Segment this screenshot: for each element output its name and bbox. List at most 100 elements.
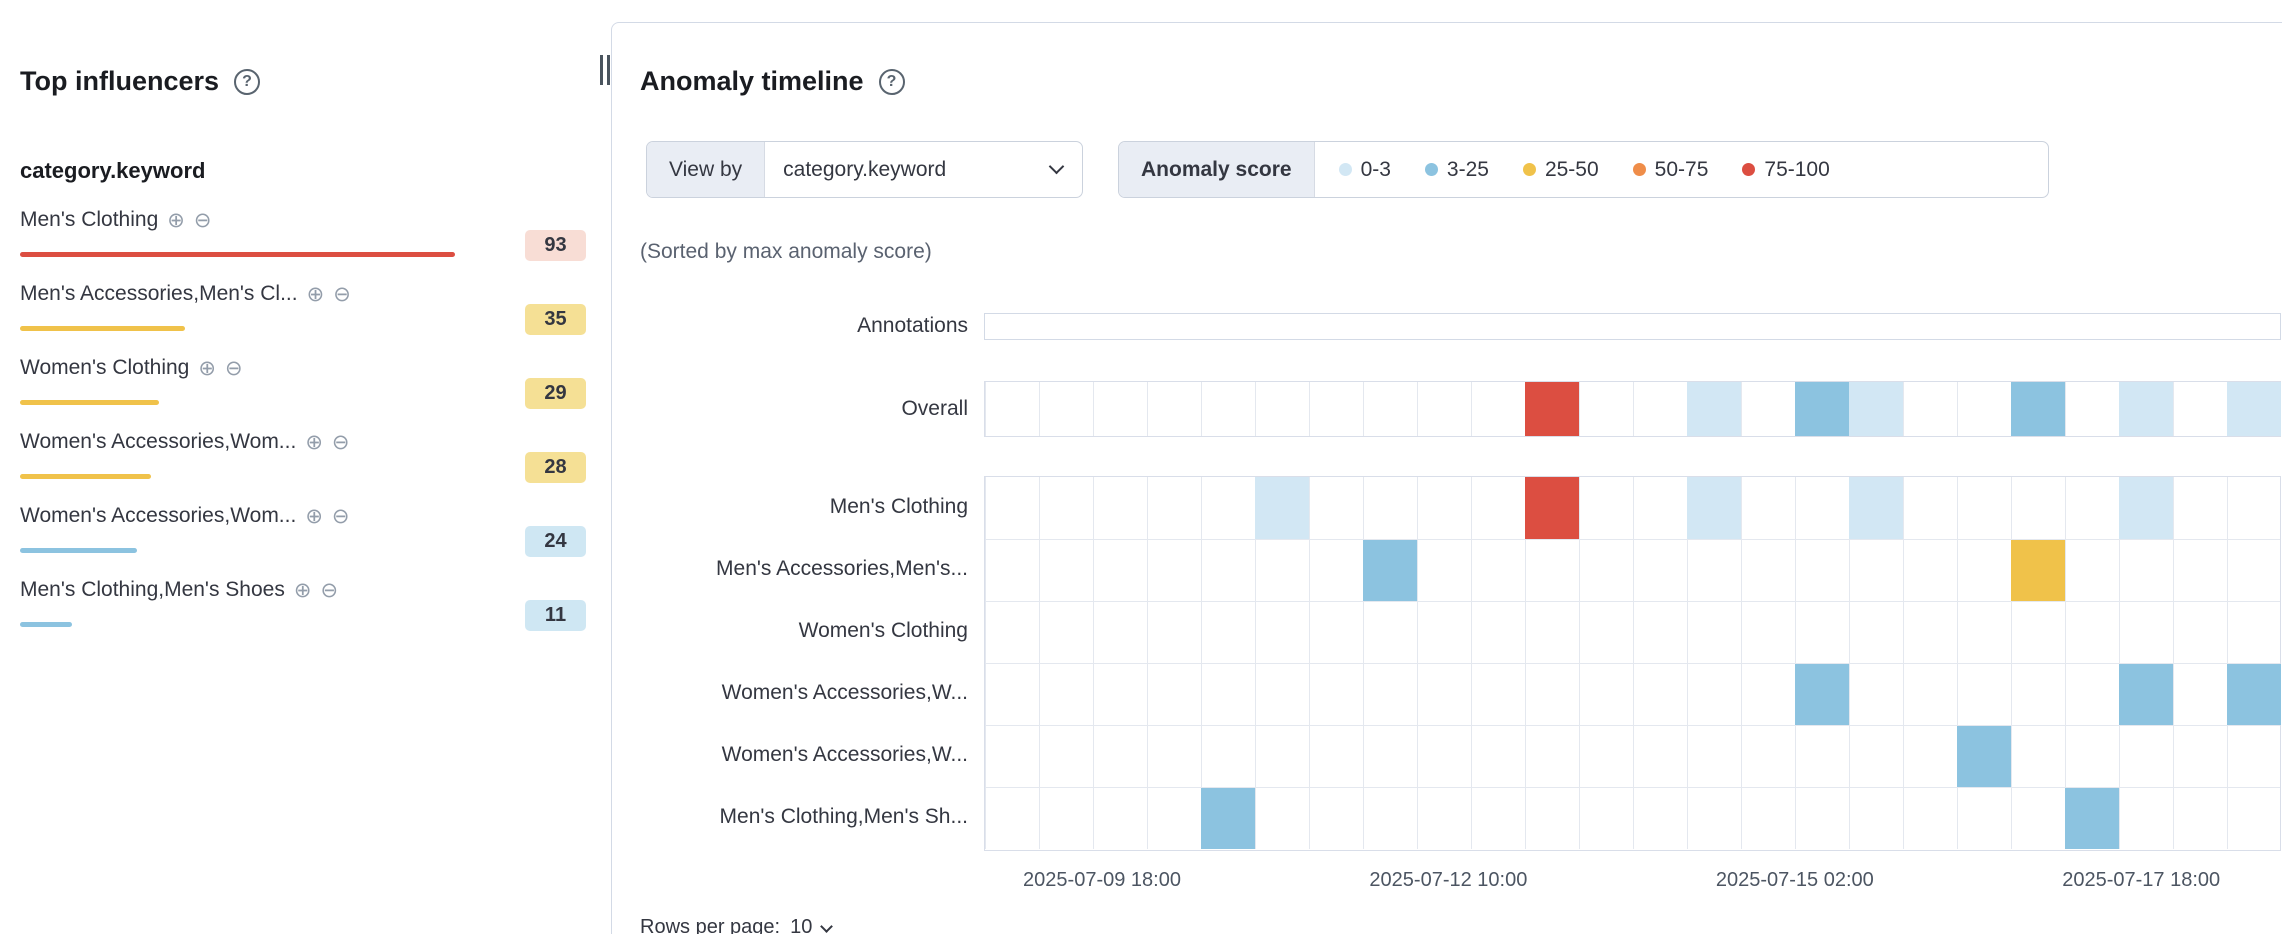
influencer-score-badge: 11: [525, 600, 586, 631]
view-by-control: View by category.keyword: [646, 141, 1083, 198]
remove-filter-icon[interactable]: ⊖: [320, 577, 339, 602]
influencer-score-badge: 93: [525, 230, 586, 261]
swimlane-row-label: Women's Accessories,W...: [721, 743, 968, 766]
influencer-score-bar: [20, 474, 151, 479]
annotations-lane-label: Annotations: [857, 314, 968, 337]
anomaly-cell[interactable]: [1525, 477, 1579, 539]
swimlane-row-label: Women's Clothing: [798, 619, 968, 642]
anomaly-cell[interactable]: [1525, 382, 1579, 436]
x-axis-label: 2025-07-15 02:00: [1715, 869, 1874, 891]
influencer-score-bar: [20, 400, 159, 405]
legend-dot-icon: [1424, 163, 1438, 176]
anomaly-cell[interactable]: [2011, 540, 2065, 601]
anomaly-cell[interactable]: [2119, 382, 2173, 436]
anomaly-cell[interactable]: [1795, 664, 1849, 725]
legend-item: 0-3: [1338, 158, 1391, 182]
rows-per-page-button[interactable]: Rows per page: 10: [640, 916, 834, 934]
influencer-score-bar: [20, 622, 72, 627]
swimlane-row[interactable]: [985, 725, 2280, 787]
add-filter-icon[interactable]: ⊕: [198, 355, 216, 380]
swimlane-row-label: Men's Clothing: [829, 495, 968, 518]
view-by-label: View by: [647, 142, 766, 197]
legend-dot-icon: [1632, 163, 1646, 176]
x-axis-label: 2025-07-17 18:00: [2062, 869, 2221, 891]
anomaly-cell[interactable]: [1849, 382, 1903, 436]
legend-item: 3-25: [1424, 157, 1489, 182]
anomaly-timeline-header: Anomaly timeline ?: [640, 66, 905, 97]
legend-range-label: 50-75: [1654, 157, 1709, 181]
x-axis: 2025-07-09 18:00 2025-07-12 10:00 2025-07-…: [984, 869, 2281, 899]
chevron-down-icon: [820, 920, 834, 933]
remove-filter-icon[interactable]: ⊖: [224, 355, 243, 380]
annotations-swimlane: [984, 313, 2281, 340]
add-filter-icon[interactable]: ⊕: [293, 577, 312, 602]
influencer-score-badge: 28: [525, 452, 586, 483]
overall-swimlane[interactable]: [984, 381, 2281, 437]
legend-item: 50-75: [1632, 157, 1709, 182]
add-filter-icon[interactable]: ⊕: [305, 503, 323, 528]
anomaly-cell[interactable]: [2227, 382, 2281, 436]
anomaly-timeline-title: Anomaly timeline: [640, 66, 864, 96]
influencer-name: Women's Accessories,Wom...: [20, 504, 297, 527]
anomaly-cell[interactable]: [1687, 382, 1741, 436]
influencer-score-badge: 35: [525, 304, 586, 335]
legend-dot-icon: [1742, 163, 1756, 176]
legend-dot-icon: [1522, 163, 1536, 176]
remove-filter-icon[interactable]: ⊖: [193, 207, 212, 232]
influencer-score-bar: [20, 326, 185, 331]
anomaly-cell[interactable]: [2065, 788, 2119, 849]
influencer-score-badge: 29: [525, 378, 586, 409]
anomaly-score-legend: Anomaly score 0-3 3-25 25-50 50-75 75-100: [1118, 141, 2049, 198]
influencer-item: Women's Clothing ⊕ ⊖ 29: [20, 356, 586, 430]
remove-filter-icon[interactable]: ⊖: [331, 429, 350, 454]
influencer-item: Men's Clothing ⊕ ⊖ 93: [20, 208, 586, 282]
anomaly-cell[interactable]: [1687, 477, 1741, 539]
add-filter-icon[interactable]: ⊕: [305, 429, 323, 454]
influencer-field-name: category.keyword: [20, 158, 206, 183]
anomaly-cell[interactable]: [1201, 788, 1255, 849]
anomaly-cell[interactable]: [1795, 382, 1849, 436]
overall-lane-label: Overall: [901, 397, 968, 420]
anomaly-cell[interactable]: [2011, 382, 2065, 436]
anomaly-cell[interactable]: [1957, 726, 2011, 787]
rows-per-page-value: 10: [790, 916, 813, 934]
anomaly-cell[interactable]: [1849, 477, 1903, 539]
swimlane-row-label: Men's Clothing,Men's Sh...: [719, 805, 968, 828]
legend-range-label: 25-50: [1544, 157, 1599, 181]
legend-range-label: 3-25: [1446, 157, 1489, 181]
anomaly-cell[interactable]: [2227, 664, 2281, 725]
swimlane-row-label: Men's Accessories,Men's...: [716, 557, 968, 580]
legend-item: 75-100: [1742, 158, 1830, 182]
swimlane-row[interactable]: [985, 601, 2280, 663]
anomaly-cell[interactable]: [1255, 477, 1309, 539]
influencer-score-badge: 24: [525, 526, 586, 557]
remove-filter-icon[interactable]: ⊖: [331, 503, 350, 528]
help-icon[interactable]: ?: [234, 68, 261, 95]
remove-filter-icon[interactable]: ⊖: [333, 281, 351, 306]
influencer-name: Men's Clothing: [20, 208, 159, 231]
swimlane-row[interactable]: [985, 787, 2280, 849]
swimlane-row[interactable]: [985, 477, 2280, 539]
anomaly-cell[interactable]: [2119, 664, 2173, 725]
x-axis-label: 2025-07-09 18:00: [1023, 869, 1181, 891]
top-influencers-header: Top influencers ?: [20, 66, 261, 97]
help-icon[interactable]: ?: [878, 68, 905, 95]
swimlane-row[interactable]: [985, 539, 2280, 601]
swimlane-row[interactable]: [985, 663, 2281, 725]
rows-per-page-label: Rows per page:: [640, 916, 781, 934]
influencer-score-bar: [20, 252, 455, 257]
legend-dot-icon: [1338, 163, 1352, 176]
anomaly-cell[interactable]: [1363, 540, 1417, 601]
swimlane-row-label: Women's Accessories,W...: [721, 681, 968, 704]
add-filter-icon[interactable]: ⊕: [167, 207, 185, 232]
view-by-select[interactable]: category.keyword: [765, 142, 1082, 197]
legend-item: 25-50: [1522, 157, 1599, 182]
top-influencers-title: Top influencers: [20, 66, 220, 96]
influencer-name: Women's Accessories,Wom...: [20, 430, 297, 453]
panel-resizer-handle[interactable]: [600, 55, 610, 85]
add-filter-icon[interactable]: ⊕: [306, 281, 325, 306]
anomaly-cell[interactable]: [2119, 477, 2173, 539]
chevron-down-icon[interactable]: [1048, 158, 1065, 175]
sorted-note: (Sorted by max anomaly score): [640, 240, 932, 263]
